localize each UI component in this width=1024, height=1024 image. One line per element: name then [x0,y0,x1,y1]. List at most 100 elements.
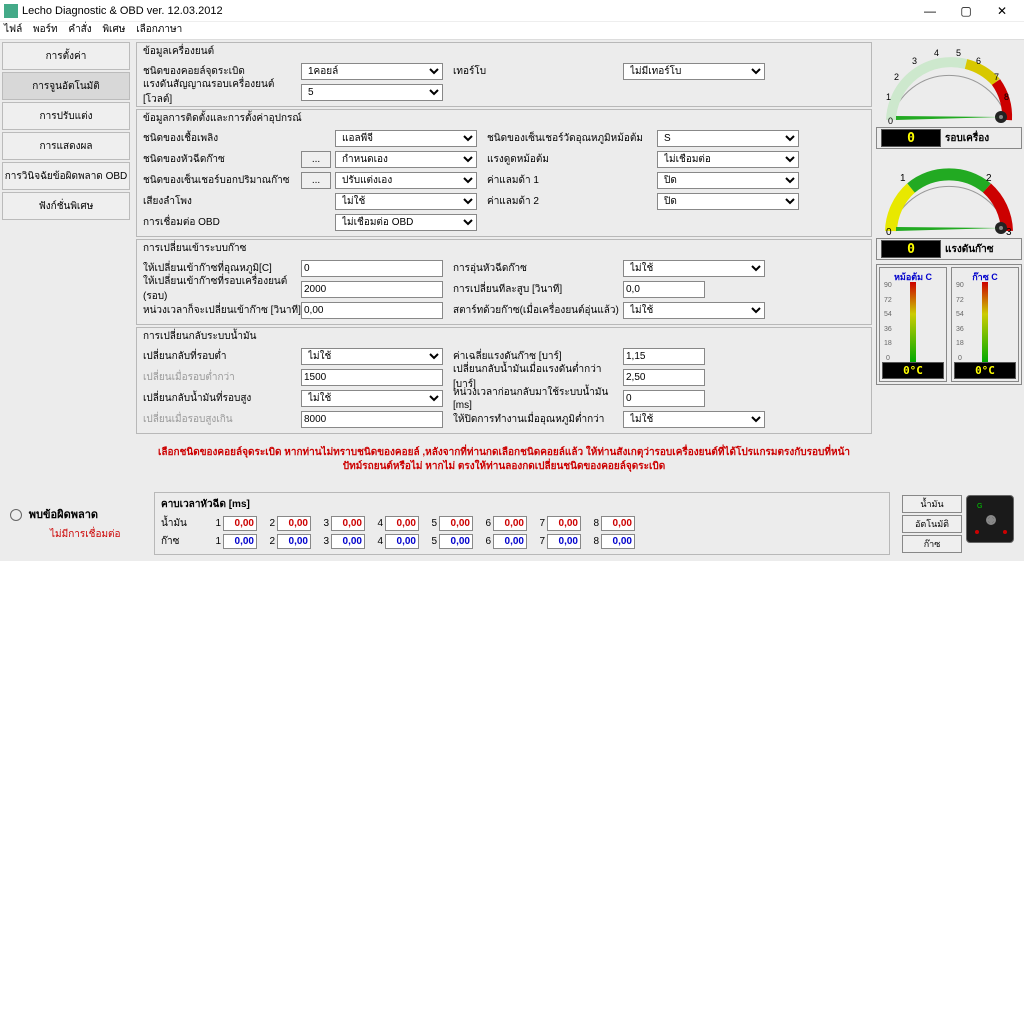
petrol-delay-input[interactable] [623,390,705,407]
injection-value: 0,00 [223,534,257,549]
cyl-number: 1 [211,518,221,529]
error-label: พบข้อผิดพลาด [29,509,98,521]
mode-petrol-button[interactable]: น้ำมัน [902,495,962,513]
error-radio[interactable] [10,509,22,521]
injection-value: 0,00 [601,534,635,549]
injection-value: 0,00 [277,516,311,531]
titlebar: Lecho Diagnostic & OBD ver. 12.03.2012 —… [0,0,1024,22]
switch-temp-input[interactable] [301,260,443,277]
avg-pressure-input[interactable] [623,348,705,365]
disable-temp-select[interactable]: ไม่ใช้ [623,411,765,428]
pressure-value: 0 [881,240,941,258]
lambda2-select[interactable]: ปิด [657,193,799,210]
mode-auto-button[interactable]: อัตโนมัติ [902,515,962,533]
cyl-number: 6 [481,518,491,529]
start-on-gas-select[interactable]: ไม่ใช้ [623,302,765,319]
cyl-number: 6 [481,536,491,547]
minimize-button[interactable]: — [912,4,948,18]
group-legend: การเปลี่ยนเข้าระบบก๊าซ [141,241,248,256]
reducer-vacuum-select[interactable]: ไม่เชื่อมต่อ [657,151,799,168]
lambda1-label: ค่าแลมด้า 1 [477,173,657,188]
group-install-config: ข้อมูลการติดตั้งและการตั้งค่าอุปกรณ์ ชนิ… [136,109,872,237]
injection-value: 0,00 [439,516,473,531]
injection-table: คาบเวลาหัวฉีด [ms] น้ำมัน10,0020,0030,00… [154,492,890,555]
cyl-number: 4 [373,536,383,547]
sidebar-item-obd[interactable]: การวินิจฉัยข้อผิดพลาด OBD [2,162,130,190]
switch-delay-input[interactable] [301,302,443,319]
svg-text:0: 0 [886,227,892,238]
gas-temp-value: 0°C [954,362,1016,379]
switch-rpm-input[interactable] [301,281,443,298]
menu-special[interactable]: พิเศษ [102,24,125,35]
buzzer-label: เสียงลำโพง [141,194,301,209]
maximize-button[interactable]: ▢ [948,4,984,18]
sidebar-item-settings[interactable]: การตั้งค่า [2,42,130,70]
reducer-temp-label: หม้อต้ม C [882,270,944,282]
disable-temp-label: ให้ปิดการทำงานเมื่ออุณหภูมิต่ำกว่า [443,412,623,427]
thermo-panel: หม้อต้ม C 90725436180 0°C ก๊าซ C 9072543… [876,264,1022,385]
menu-port[interactable]: พอร์ท [33,24,58,35]
highrpm-switch-label: เปลี่ยนกลับน้ำมันที่รอบสูง [141,391,301,406]
svg-text:G: G [977,503,982,510]
cyl-number: 4 [373,518,383,529]
svg-text:1: 1 [886,92,891,102]
group-engine-info: ข้อมูลเครื่องยนต์ ชนิดของคอยล์จุดระเบิด … [136,42,872,107]
sidebar-item-special[interactable]: ฟังก์ชั่นพิเศษ [2,192,130,220]
cyl-number: 2 [265,536,275,547]
level-sensor-button[interactable]: ... [301,172,331,189]
sidebar-item-display[interactable]: การแสดงผล [2,132,130,160]
turbo-select[interactable]: ไม่มีเทอร์โบ [623,63,765,80]
injector-type-button[interactable]: ... [301,151,331,168]
cyl-number: 5 [427,518,437,529]
cyl-number: 7 [535,536,545,547]
injection-value: 0,00 [331,516,365,531]
highrpm-above-label: เปลี่ยนเมื่อรอบสูงเกิน [141,412,301,427]
level-sensor-select[interactable]: ปรับแต่งเอง [335,172,477,189]
turbo-label: เทอร์โบ [443,64,623,79]
highrpm-switch-select[interactable]: ไม่ใช้ [301,390,443,407]
injection-title: คาบเวลาหัวฉีด [ms] [161,497,883,512]
injector-type-select[interactable]: กำหนดเอง [335,151,477,168]
start-on-gas-label: สตาร์ทด้วยก๊าซ(เมื่อเครื่องยนต์อุ่นแล้ว) [443,303,623,318]
svg-text:0: 0 [888,116,893,126]
cyl-number: 5 [427,536,437,547]
reducer-sensor-label: ชนิดของเซ็นเชอร์วัดอุณหภูมิหม้อต้ม [477,131,657,146]
fuel-type-select[interactable]: แอลพีจี [335,130,477,147]
lowrpm-below-label: เปลี่ยนเมื่อรอบต่ำกว่า [141,370,301,385]
svg-text:2: 2 [986,173,992,184]
rpm-voltage-label: แรงดันสัญญาณรอบเครื่องยนต์ [โวลต์] [141,77,301,107]
group-legend: ข้อมูลเครื่องยนต์ [141,44,216,59]
svg-text:5: 5 [956,48,961,58]
close-button[interactable]: ✕ [984,4,1020,18]
svg-text:4: 4 [934,48,939,58]
group-legend: ข้อมูลการติดตั้งและการตั้งค่าอุปกรณ์ [141,111,304,126]
coil-type-select[interactable]: 1คอยล์ [301,63,443,80]
buzzer-select[interactable]: ไม่ใช้ [335,193,477,210]
lambda1-select[interactable]: ปิด [657,172,799,189]
pressure-readout: 0 แรงดันก๊าซ [876,238,1022,260]
no-connection-label: ไม่มีการเชื่อมต่อ [10,527,142,542]
injection-value: 0,00 [547,516,581,531]
injection-row-label: น้ำมัน [161,516,211,531]
min-pressure-input[interactable] [623,369,705,386]
cyl-delay-input[interactable] [623,281,705,298]
injector-warmup-select[interactable]: ไม่ใช้ [623,260,765,277]
level-sensor-label: ชนิดของเซ็นเชอร์บอกปริมาณก๊าซ [141,173,301,188]
menu-file[interactable]: ไฟล์ [4,24,22,35]
lowrpm-below-input[interactable] [301,369,443,386]
window-title: Lecho Diagnostic & OBD ver. 12.03.2012 [22,5,912,17]
reducer-sensor-select[interactable]: S [657,130,799,147]
mode-gas-button[interactable]: ก๊าซ [902,535,962,553]
group-switch-to-gas: การเปลี่ยนเข้าระบบก๊าซ ให้เปลี่ยนเข้าก๊า… [136,239,872,325]
rpm-voltage-select[interactable]: 5 [301,84,443,101]
svg-text:1: 1 [900,173,906,184]
highrpm-above-input[interactable] [301,411,443,428]
menu-command[interactable]: คำสั่ง [68,24,91,35]
obd-conn-select[interactable]: ไม่เชื่อมต่อ OBD [335,214,477,231]
injection-value: 0,00 [493,516,527,531]
sidebar-item-adjust[interactable]: การปรับแต่ง [2,102,130,130]
lowrpm-switch-select[interactable]: ไม่ใช้ [301,348,443,365]
menu-language[interactable]: เลือกภาษา [136,24,182,35]
injection-value: 0,00 [277,534,311,549]
sidebar-item-autotune[interactable]: การจูนอัตโนมัติ [2,72,130,100]
